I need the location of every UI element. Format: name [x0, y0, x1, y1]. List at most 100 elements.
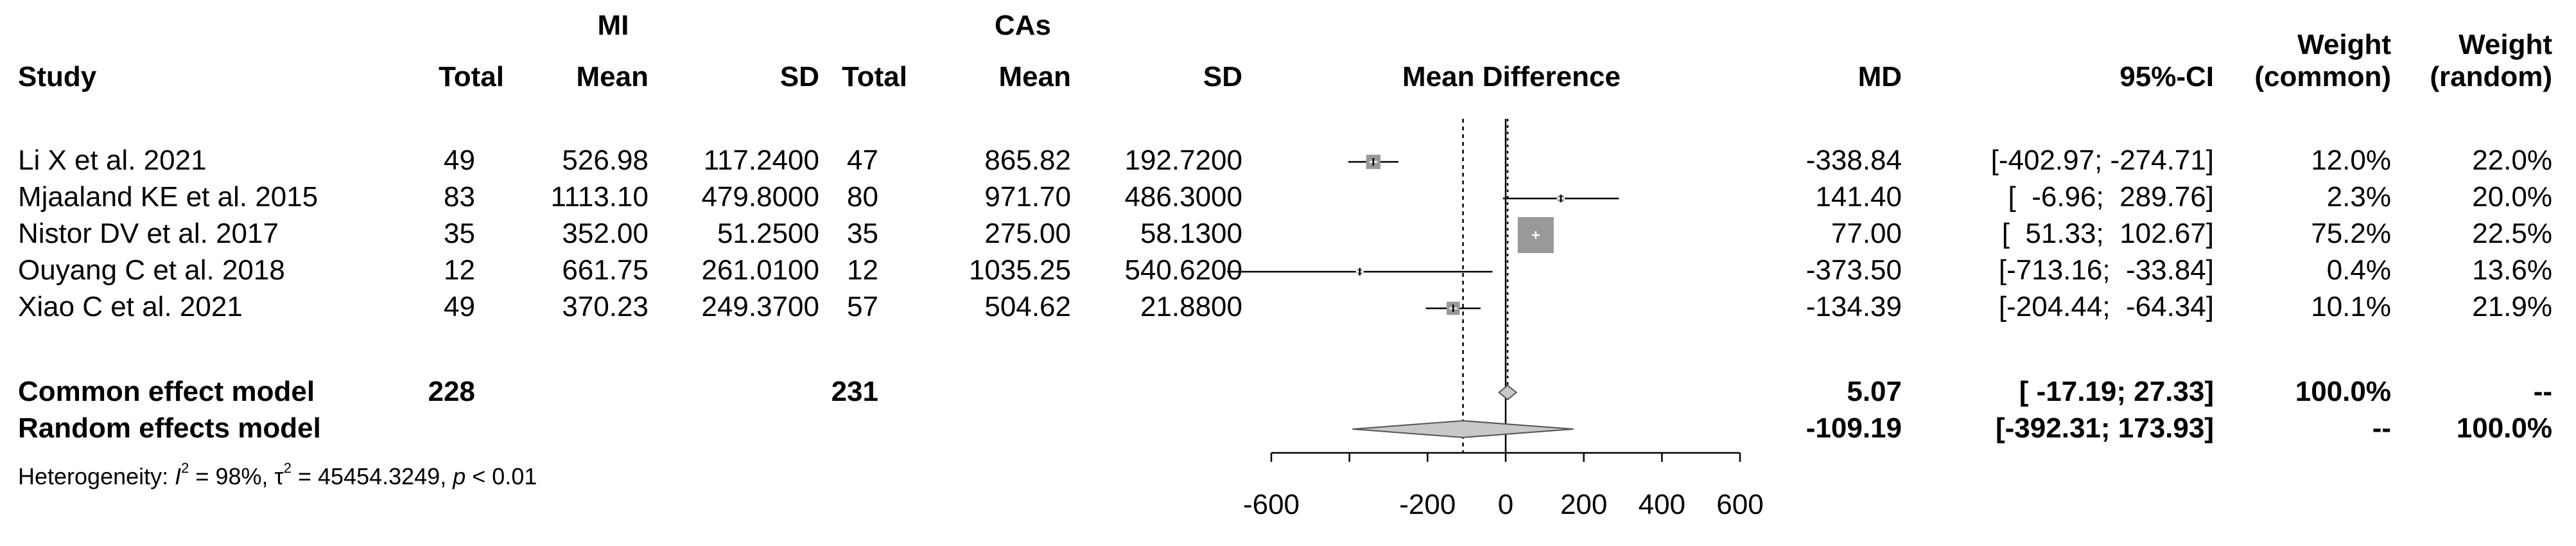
weight-common: 10.1% — [2311, 291, 2391, 322]
mean1: 661.75 — [562, 254, 648, 286]
sd2: 540.6200 — [1124, 254, 1242, 286]
ci: [ -6.96; 289.76] — [2008, 181, 2214, 213]
weight-common: 0.4% — [2326, 254, 2391, 286]
sd2: 192.7200 — [1124, 145, 1242, 176]
study-name: Li X et al. 2021 — [18, 145, 207, 176]
sd1: 249.3700 — [701, 291, 819, 322]
total1: 49 — [444, 291, 475, 322]
heterogeneity-prefix: Heterogeneity: — [18, 463, 175, 489]
random-weight-random: 100.0% — [2456, 412, 2552, 444]
i2-sup: 2 — [181, 460, 189, 476]
col-header-sd1: SD — [779, 61, 819, 92]
sd2: 58.1300 — [1140, 218, 1242, 249]
weight-common: 2.3% — [2326, 181, 2391, 213]
weight-random: 21.9% — [2472, 291, 2552, 322]
random-effect-diamond — [1352, 419, 1574, 439]
total2: 80 — [847, 181, 878, 213]
mean1: 352.00 — [562, 218, 648, 249]
mean2: 1035.25 — [968, 254, 1071, 286]
mean2: 504.62 — [984, 291, 1071, 322]
col-header-total1: Total — [439, 61, 504, 92]
ci: [-402.97; -274.71] — [1990, 145, 2214, 176]
common-ci: [ -17.19; 27.33] — [2019, 376, 2214, 407]
mean1: 370.23 — [562, 291, 648, 322]
mean1: 1113.10 — [550, 181, 648, 213]
p-symbol: p — [453, 463, 466, 489]
weight-common: 12.0% — [2311, 145, 2391, 176]
md: 77.00 — [1831, 218, 1902, 249]
col-header-sd2: SD — [1203, 61, 1242, 92]
col-header-weight-random-2: (random) — [2430, 61, 2552, 92]
col-header-total2: Total — [842, 61, 907, 92]
md: -373.50 — [1806, 254, 1902, 286]
total2: 12 — [847, 254, 878, 286]
md: 141.40 — [1815, 181, 1902, 213]
study-name: Mjaaland KE et al. 2015 — [18, 181, 318, 213]
total1: 49 — [444, 145, 475, 176]
weight-random: 20.0% — [2472, 181, 2552, 213]
group1-label: MI — [597, 10, 629, 41]
ci: [ 51.33; 102.67] — [2001, 218, 2214, 249]
x-tick-label: 200 — [1560, 489, 1607, 520]
mean2: 865.82 — [984, 145, 1071, 176]
common-weight-common: 100.0% — [2295, 376, 2391, 407]
total1: 35 — [444, 218, 475, 249]
mean1: 526.98 — [562, 145, 648, 176]
common-total2: 231 — [831, 376, 878, 407]
col-header-weight-common-2: (common) — [2254, 61, 2391, 92]
col-header-weight-common-1: Weight — [2297, 29, 2391, 60]
total2: 47 — [847, 145, 878, 176]
col-header-mean1: Mean — [576, 61, 648, 92]
col-header-md: MD — [1858, 61, 1902, 92]
total2: 57 — [847, 291, 878, 322]
common-weight-random: -- — [2533, 376, 2552, 407]
tau-sup: 2 — [283, 460, 292, 476]
sd1: 117.2400 — [703, 145, 819, 176]
heterogeneity-text: Heterogeneity: I2 = 98%, τ2 = 45454.3249… — [18, 461, 537, 488]
tau-symbol: τ — [274, 463, 284, 489]
random-md: -109.19 — [1806, 412, 1902, 444]
weight-random: 22.5% — [2472, 218, 2552, 249]
x-tick-label: -200 — [1399, 489, 1456, 520]
total1: 12 — [444, 254, 475, 286]
plot-title: Mean Difference — [1402, 61, 1621, 92]
col-header-weight-random-1: Weight — [2459, 29, 2552, 60]
md: -134.39 — [1806, 291, 1902, 322]
common-effect-diamond — [1497, 384, 1518, 401]
sd1: 261.0100 — [701, 254, 819, 286]
x-tick-label: 0 — [1498, 489, 1513, 520]
col-header-mean2: Mean — [998, 61, 1071, 92]
random-weight-common: -- — [2372, 412, 2391, 444]
weight-random: 22.0% — [2472, 145, 2552, 176]
total1: 83 — [444, 181, 475, 213]
col-header-ci: 95%-CI — [2119, 61, 2214, 92]
weight-common: 75.2% — [2311, 218, 2391, 249]
common-model-label: Common effect model — [18, 376, 315, 407]
x-tick-label: 600 — [1716, 489, 1763, 520]
mean2: 971.70 — [984, 181, 1071, 213]
random-model-label: Random effects model — [18, 412, 321, 444]
weight-random: 13.6% — [2472, 254, 2552, 286]
total2: 35 — [847, 218, 878, 249]
study-name: Ouyang C et al. 2018 — [18, 254, 285, 286]
sd1: 479.8000 — [701, 181, 819, 213]
study-name: Xiao C et al. 2021 — [18, 291, 243, 322]
random-ci: [-392.31; 173.93] — [1996, 412, 2214, 444]
i2-value: = 98%, — [189, 463, 275, 489]
mean2: 275.00 — [984, 218, 1071, 249]
study-name: Nistor DV et al. 2017 — [18, 218, 279, 249]
sd2: 21.8800 — [1140, 291, 1242, 322]
ci: [-204.44; -64.34] — [1998, 291, 2214, 322]
ci: [-713.16; -33.84] — [1998, 254, 2214, 286]
x-tick-label: -600 — [1243, 489, 1300, 520]
sd2: 486.3000 — [1124, 181, 1242, 213]
md: -338.84 — [1806, 145, 1902, 176]
col-header-study: Study — [18, 61, 97, 92]
x-tick-label: 400 — [1639, 489, 1685, 520]
sd1: 51.2500 — [717, 218, 819, 249]
common-total1: 228 — [428, 376, 475, 407]
common-md: 5.07 — [1847, 376, 1902, 407]
tau-value: = 45454.3249, — [292, 463, 453, 489]
group2-label: CAs — [994, 10, 1052, 41]
